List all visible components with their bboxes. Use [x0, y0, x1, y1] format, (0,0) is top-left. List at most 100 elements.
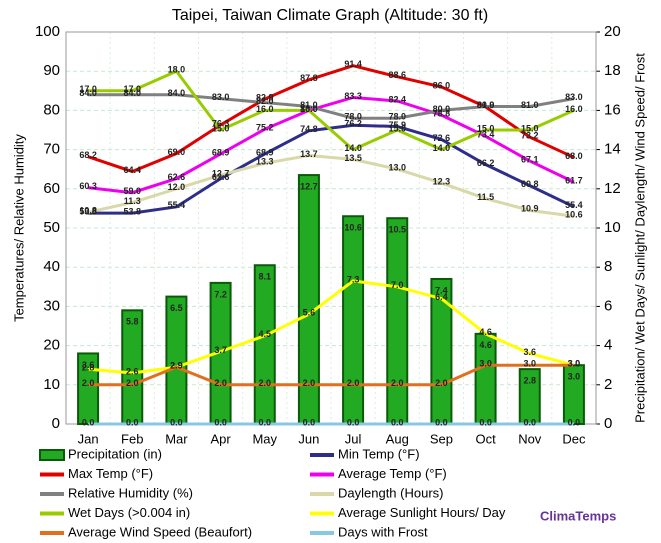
- data-label: 68.2: [79, 150, 97, 160]
- data-label: 17.0: [79, 84, 97, 94]
- data-label: 16.0: [256, 104, 274, 114]
- data-label: 72.6: [433, 133, 451, 143]
- line: [88, 93, 575, 120]
- bar: [253, 264, 276, 425]
- y-tick-label: 60: [43, 180, 60, 197]
- data-label: 5.8: [126, 317, 139, 327]
- data-label: 0.0: [214, 417, 227, 427]
- y2-axis-label: Precipitation/ Wet Days/ Sunlight/ Dayle…: [632, 53, 647, 423]
- data-label: 53.8: [79, 206, 97, 216]
- data-label: 87.8: [300, 73, 318, 83]
- data-label: 2.0: [303, 378, 316, 388]
- data-label: 84.0: [79, 88, 97, 98]
- x-tick-label: Oct: [475, 431, 496, 446]
- data-label: 88.6: [388, 70, 406, 80]
- data-label: 2.9: [170, 361, 183, 371]
- data-label: 6.5: [170, 303, 183, 313]
- data-label: 16.0: [300, 104, 318, 114]
- data-label: 61.7: [565, 176, 583, 186]
- line: [88, 363, 574, 387]
- legend-label: Max Temp (°F): [68, 466, 153, 481]
- y-tick-label: 70: [43, 141, 60, 158]
- data-label: 18.0: [168, 65, 186, 75]
- data-label: 4.6: [479, 340, 492, 350]
- y-tick-label: 30: [43, 297, 60, 314]
- data-label: 7.4: [435, 285, 448, 295]
- data-label: 10.5: [388, 225, 406, 235]
- bar: [386, 217, 409, 425]
- y2-tick-label: 0: [604, 415, 612, 432]
- data-label: 4.5: [258, 329, 271, 339]
- data-label: 12.7: [212, 168, 230, 178]
- data-label: 66.2: [477, 158, 495, 168]
- data-label: 69.0: [168, 147, 186, 157]
- data-label: 7.3: [347, 274, 360, 284]
- data-label: 2.0: [258, 378, 271, 388]
- data-label: 14.0: [344, 143, 362, 153]
- data-label: 78.0: [388, 112, 406, 122]
- line: [88, 69, 575, 152]
- data-label: 3.7: [214, 345, 227, 355]
- data-label: 10.6: [565, 210, 583, 220]
- data-label: 3.0: [479, 359, 492, 369]
- data-label: 7.2: [214, 289, 227, 299]
- data-label: 68.0: [565, 151, 583, 161]
- data-label: 3.6: [82, 360, 95, 370]
- y2-tick-label: 12: [604, 180, 621, 197]
- data-label: 15.0: [477, 123, 495, 133]
- legend-label: Wet Days (>0.004 in): [68, 505, 190, 520]
- data-label: 0.0: [126, 417, 139, 427]
- legend-label: Average Wind Speed (Beaufort): [68, 524, 252, 539]
- data-label: 17.0: [123, 84, 141, 94]
- data-label: 2.0: [435, 378, 448, 388]
- line: [87, 153, 575, 218]
- data-label: 10.8: [79, 206, 97, 216]
- data-label: 2.0: [391, 378, 404, 388]
- data-label: 60.8: [521, 179, 539, 189]
- y2-tick-label: 20: [604, 23, 621, 40]
- data-label: 15.0: [212, 123, 230, 133]
- y-tick-label: 10: [43, 376, 60, 393]
- data-label: 2.8: [82, 362, 95, 372]
- y-tick-label: 0: [52, 415, 60, 432]
- data-label: 0.0: [479, 417, 492, 427]
- data-label: 84.0: [168, 88, 186, 98]
- legend-label: Precipitation (in): [68, 446, 162, 461]
- legend-label: Daylength (Hours): [338, 485, 444, 500]
- data-label: 83.0: [565, 92, 583, 102]
- data-label: 80.0: [433, 104, 451, 114]
- data-label: 82.0: [256, 96, 274, 106]
- data-label: 7.0: [391, 280, 404, 290]
- data-label: 11.5: [477, 192, 494, 202]
- data-label: 64.4: [123, 165, 141, 175]
- y2-tick-label: 6: [604, 297, 612, 314]
- y-tick-label: 80: [43, 101, 60, 118]
- data-label: 2.8: [523, 375, 536, 385]
- data-label: 82.4: [388, 94, 406, 104]
- y-tick-label: 90: [43, 62, 60, 79]
- x-tick-label: Jul: [345, 431, 362, 446]
- data-label: 3.0: [568, 359, 581, 369]
- data-label: 0.0: [258, 417, 271, 427]
- legend-label: Days with Frost: [338, 524, 428, 539]
- data-label: 62.6: [212, 172, 230, 182]
- data-label: 11.3: [124, 196, 141, 206]
- data-label: 15.0: [388, 123, 406, 133]
- y2-tick-label: 16: [604, 101, 621, 118]
- y2-tick-label: 18: [604, 62, 621, 79]
- data-label: 12.0: [168, 182, 186, 192]
- data-label: 53.8: [123, 206, 141, 216]
- x-tick-label: Sep: [430, 431, 453, 446]
- data-label: 0.0: [303, 417, 316, 427]
- y-tick-label: 100: [35, 23, 60, 40]
- data-label: 0.0: [170, 417, 183, 427]
- data-label: 82.9: [256, 92, 274, 102]
- data-label: 14.0: [433, 143, 451, 153]
- x-tick-label: Nov: [518, 431, 542, 446]
- y2-tick-label: 2: [604, 376, 612, 393]
- data-label: 75.9: [388, 120, 406, 130]
- data-label: 3.0: [523, 359, 536, 369]
- data-label: 55.4: [565, 200, 583, 210]
- x-tick-label: May: [252, 431, 277, 446]
- data-label: 81.0: [477, 100, 495, 110]
